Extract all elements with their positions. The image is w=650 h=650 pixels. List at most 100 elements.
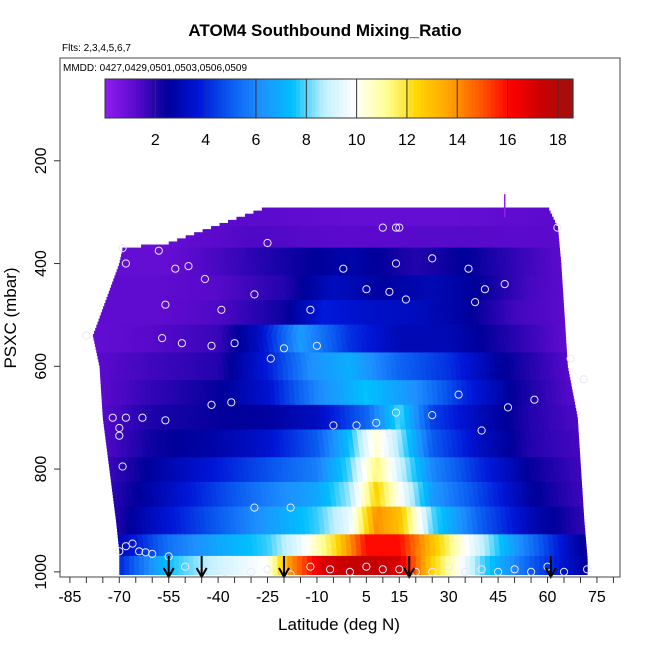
field-cell [423, 250, 429, 255]
field-cell [234, 296, 241, 301]
field-cell [496, 312, 502, 317]
field-cell [353, 324, 359, 329]
field-cell [229, 284, 236, 289]
field-cell [294, 296, 300, 301]
field-cell [450, 364, 456, 369]
field-cell [150, 253, 157, 258]
field-cell [464, 337, 470, 341]
field-cell [365, 330, 372, 335]
field-cell [482, 269, 488, 273]
field-cell [245, 269, 251, 273]
field-cell [390, 263, 397, 267]
field-cell [539, 315, 546, 320]
field-cell [276, 238, 282, 243]
field-cell [441, 272, 448, 276]
field-cell [495, 287, 501, 292]
field-cell [283, 232, 289, 236]
field-cell [258, 232, 264, 236]
field-cell [511, 324, 517, 329]
field-cell [365, 358, 371, 363]
field-cell [433, 247, 440, 252]
field-cell [187, 238, 193, 243]
field-cell [305, 278, 312, 283]
field-cell [220, 321, 227, 326]
field-cell [293, 312, 300, 317]
field-cell [409, 216, 415, 221]
field-cell [383, 296, 389, 301]
field-cell [336, 303, 343, 307]
field-cell [480, 374, 487, 378]
field-cell [346, 367, 353, 372]
field-cell [219, 312, 225, 317]
field-cell [201, 247, 207, 252]
field-cell [516, 324, 522, 329]
field-cell [210, 235, 216, 239]
field-cell [150, 312, 156, 317]
field-cell [373, 213, 379, 218]
field-cell [121, 352, 128, 357]
field-cell [418, 352, 424, 357]
field-cell [459, 207, 466, 212]
field-cell [258, 259, 264, 264]
field-cell [441, 300, 447, 304]
field-cell [278, 222, 285, 227]
field-cell [531, 352, 538, 357]
field-cell [255, 352, 261, 357]
field-cell [386, 327, 393, 332]
field-cell [475, 315, 481, 320]
field-cell [558, 263, 562, 267]
field-cell [154, 300, 161, 304]
field-cell [287, 364, 293, 369]
field-cell [524, 263, 530, 267]
field-cell [426, 346, 433, 350]
field-cell [296, 303, 303, 307]
field-cell [400, 340, 407, 344]
field-cell [100, 380, 107, 384]
field-cell [178, 343, 185, 347]
field-cell [201, 358, 208, 363]
field-cell [410, 263, 416, 267]
field-cell [300, 266, 307, 270]
field-cell [196, 306, 203, 310]
field-cell [366, 241, 372, 246]
field-cell [195, 253, 201, 258]
field-cell [479, 330, 486, 335]
field-cell [514, 364, 521, 369]
field-cell [139, 259, 146, 264]
field-cell [413, 281, 420, 286]
field-cell [414, 333, 420, 338]
field-cell [532, 238, 539, 243]
field-cell [446, 300, 452, 304]
field-cell [330, 216, 336, 221]
field-cell [237, 364, 244, 369]
field-cell [369, 321, 375, 326]
field-cell [240, 352, 246, 357]
field-cell [183, 259, 190, 264]
field-cell [540, 256, 546, 261]
field-cell [113, 290, 120, 295]
field-cell [275, 355, 281, 360]
field-cell [463, 358, 470, 363]
field-cell [136, 250, 143, 255]
field-cell [207, 330, 214, 335]
field-cell [359, 355, 365, 360]
field-cell [303, 222, 310, 227]
field-cell [329, 281, 336, 286]
field-cell [168, 340, 174, 344]
field-cell [337, 346, 344, 350]
field-cell [528, 337, 534, 341]
field-cell [225, 226, 232, 230]
field-cell [500, 287, 506, 292]
field-cell [114, 374, 121, 378]
field-cell [474, 361, 480, 366]
field-cell [289, 269, 296, 273]
field-cell [523, 290, 530, 295]
field-cell [554, 327, 561, 332]
field-cell [323, 296, 330, 301]
field-cell [375, 207, 382, 212]
field-cell [431, 327, 437, 332]
field-cell [483, 278, 490, 283]
field-cell [518, 238, 524, 243]
field-cell [179, 272, 186, 276]
field-cell [278, 232, 284, 236]
